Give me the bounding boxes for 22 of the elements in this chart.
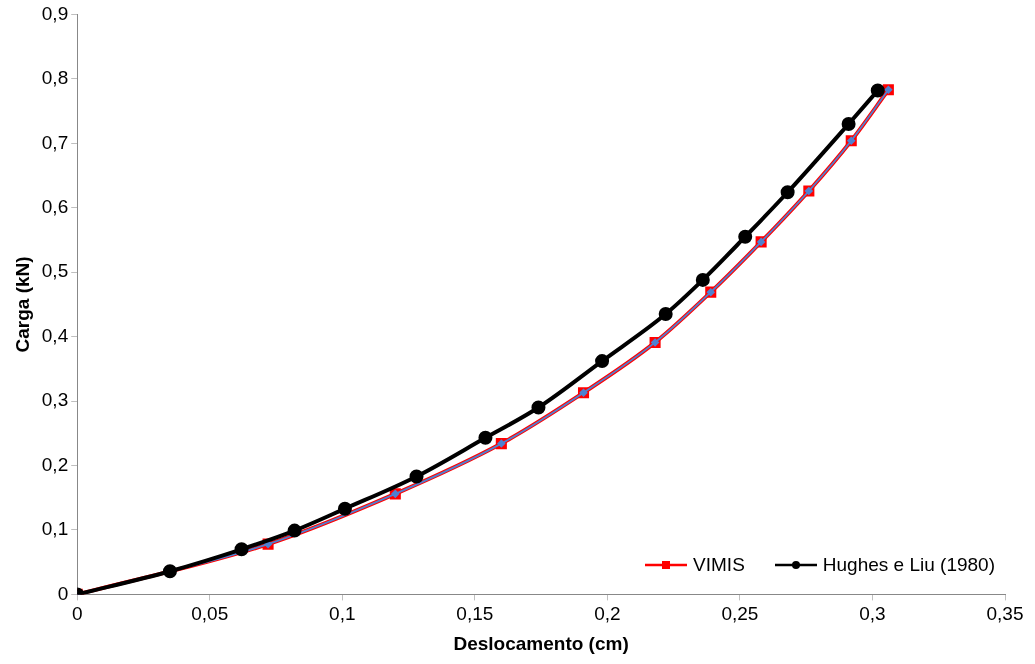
y-tick-label: 0,5 [41,260,69,282]
x-tick-label: 0,2 [594,603,621,625]
x-tick-label: 0,1 [329,603,356,625]
x-tick-label: 0 [71,603,83,625]
x-axis-title: Deslocamento (cm) [453,632,629,654]
y-tick-label: 0,9 [41,2,69,24]
y-tick-label: 0,4 [41,324,69,346]
y-tick-label: 0,6 [41,195,69,217]
y-tick-label: 0,1 [41,518,69,540]
x-tick-label: 0,3 [859,603,886,625]
x-tick-label: 0,15 [456,603,494,625]
x-tick-label: 0,25 [721,603,759,625]
y-tick-label: 0,8 [41,67,69,89]
x-tick-label: 0,35 [986,603,1024,625]
y-tick-label: 0,2 [41,453,69,475]
y-tick-label: 0 [57,582,69,604]
legend-label: VIMIS [693,554,745,577]
y-tick-label: 0,7 [41,131,69,153]
y-tick-label: 0,3 [41,389,69,411]
y-axis-title: Carga (kN) [11,256,33,353]
legend-label: Hughes e Liu (1980) [822,554,995,577]
x-tick-label: 0,05 [191,603,229,625]
